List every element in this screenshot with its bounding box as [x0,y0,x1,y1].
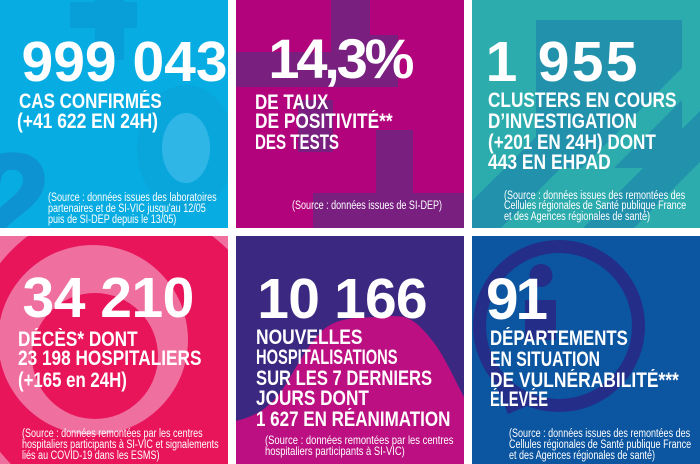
svg-text:2: 2 [0,126,50,228]
